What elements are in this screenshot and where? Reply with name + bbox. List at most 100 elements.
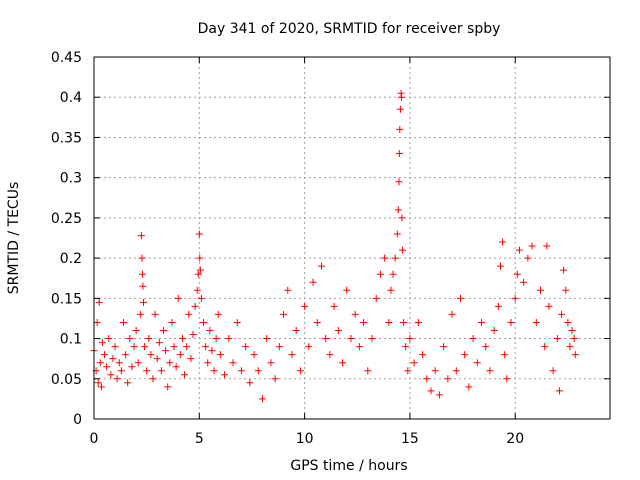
data-point: [96, 359, 104, 367]
data-point: [511, 294, 519, 302]
y-tick-label: 0.2: [60, 251, 82, 267]
data-point: [136, 310, 144, 318]
data-point: [124, 379, 132, 387]
data-point: [233, 318, 241, 326]
data-point: [313, 318, 321, 326]
data-point: [263, 335, 271, 343]
plot-frame: [93, 56, 611, 420]
data-point: [225, 335, 233, 343]
data-point: [528, 242, 536, 250]
data-point: [267, 359, 275, 367]
data-point: [524, 254, 532, 262]
data-points: [90, 89, 579, 403]
data-point: [117, 367, 125, 375]
data-point: [536, 286, 544, 294]
data-point: [93, 318, 101, 326]
data-point: [101, 351, 109, 359]
data-point: [397, 93, 405, 101]
data-point: [381, 254, 389, 262]
data-point: [326, 351, 334, 359]
data-point: [160, 327, 168, 335]
data-point: [507, 318, 515, 326]
axis-ticks: 0 0.05 0.1 0.15 0.2 0.25 0.3 0.35 0.4 0.45 0 5 10 15 2…: [51, 50, 610, 447]
data-point: [305, 343, 313, 351]
data-point: [105, 335, 113, 343]
y-tick-label: 0.45: [51, 50, 82, 66]
data-point: [372, 294, 380, 302]
data-point: [364, 367, 372, 375]
data-point: [396, 105, 404, 113]
x-tick-label: 20: [506, 431, 524, 447]
data-point: [153, 355, 161, 363]
data-point: [461, 351, 469, 359]
data-point: [95, 298, 103, 306]
data-point: [368, 335, 376, 343]
data-point: [132, 327, 140, 335]
y-tick-label: 0.3: [60, 171, 82, 187]
chart-title: Day 341 of 2020, SRMTID for receiver spb…: [198, 21, 501, 37]
data-point: [258, 395, 266, 403]
data-point: [170, 343, 178, 351]
data-point: [275, 343, 283, 351]
y-tick-label: 0.05: [51, 372, 82, 388]
data-point: [427, 387, 435, 395]
data-point: [317, 262, 325, 270]
data-point: [138, 254, 146, 262]
data-point: [162, 347, 170, 355]
data-point: [130, 343, 138, 351]
data-point: [194, 270, 202, 278]
data-point: [396, 125, 404, 133]
data-point: [571, 351, 579, 359]
data-point: [113, 375, 121, 383]
data-point: [126, 335, 134, 343]
x-tick-label: 5: [195, 431, 204, 447]
data-point: [478, 318, 486, 326]
data-point: [151, 310, 159, 318]
data-point: [134, 359, 142, 367]
data-point: [391, 254, 399, 262]
data-point: [246, 379, 254, 387]
data-point: [444, 375, 452, 383]
y-tick-label: 0: [73, 412, 82, 428]
data-point: [395, 178, 403, 186]
x-axis-label: GPS time / hours: [290, 458, 407, 474]
data-point: [469, 335, 477, 343]
data-point: [296, 367, 304, 375]
data-point: [254, 367, 262, 375]
data-point: [398, 214, 406, 222]
data-point: [185, 310, 193, 318]
y-tick-label: 0.35: [51, 130, 82, 146]
data-point: [541, 343, 549, 351]
data-point: [555, 387, 563, 395]
y-tick-label: 0.25: [51, 211, 82, 227]
data-point: [197, 294, 205, 302]
data-point: [513, 270, 521, 278]
data-point: [334, 327, 342, 335]
data-point: [385, 318, 393, 326]
data-point: [191, 302, 199, 310]
y-tick-label: 0.1: [60, 332, 82, 348]
data-point: [520, 278, 528, 286]
data-point: [280, 310, 288, 318]
data-point: [196, 266, 204, 274]
data-point: [189, 331, 197, 339]
data-point: [196, 254, 204, 262]
data-point: [237, 367, 245, 375]
data-point: [206, 327, 214, 335]
data-point: [394, 206, 402, 214]
data-point: [166, 359, 174, 367]
x-tick-label: 0: [90, 431, 99, 447]
data-point: [339, 359, 347, 367]
data-point: [490, 327, 498, 335]
data-point: [440, 343, 448, 351]
data-point: [503, 375, 511, 383]
data-point: [410, 359, 418, 367]
data-point: [137, 232, 145, 240]
data-point: [515, 246, 523, 254]
data-point: [176, 351, 184, 359]
data-point: [216, 351, 224, 359]
data-point: [448, 310, 456, 318]
data-point: [494, 302, 502, 310]
